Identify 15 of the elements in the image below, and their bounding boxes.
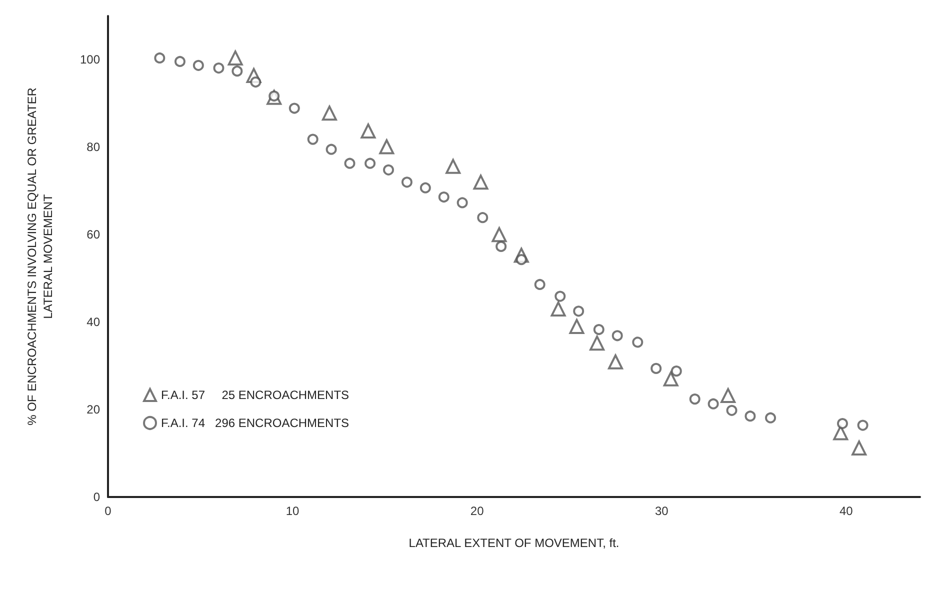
y-tick-label: 100 [80,52,100,67]
legend-label: F.A.I. 74 296 ENCROACHMENTS [161,416,350,430]
x-axis-title: LATERAL EXTENT OF MOVEMENT, ft. [408,536,620,550]
x-tick-label: 20 [470,504,484,518]
y-tick-label: 80 [86,140,100,154]
y-axis-title: % OF ENCROACHMENTS INVOLVING EQUAL OR GREATER LATERAL MOVEMENT [25,87,55,426]
y-tick-label: 60 [86,228,100,242]
y-tick-label: 0 [93,490,100,504]
y-tick-label: 40 [86,315,100,330]
x-tick-label: 40 [840,504,854,518]
y-tick-label: 20 [86,402,100,417]
x-tick-label: 30 [654,504,669,518]
x-tick-label: 10 [286,504,300,518]
x-tick-label: 0 [104,504,112,518]
legend-label: F.A.I. 57 25 ENCROACHMENTS [161,388,350,402]
